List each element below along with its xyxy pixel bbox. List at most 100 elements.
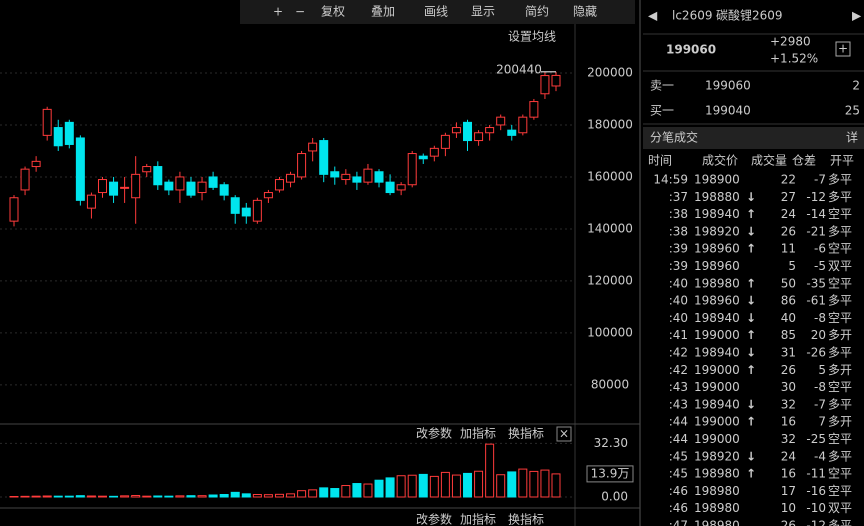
toolbar-item[interactable]: −	[295, 5, 305, 19]
trade-time: :38	[669, 224, 688, 238]
table-header: 成交价	[702, 153, 738, 168]
close-icon[interactable]: ×	[559, 427, 569, 441]
toolbar-item[interactable]: 显示	[471, 5, 495, 19]
trade-price: 198940	[694, 397, 740, 411]
trade-price: 198940	[694, 311, 740, 325]
last-price: 199060	[666, 43, 716, 57]
trades-title: 分笔成交	[650, 130, 698, 145]
trade-type: 空平	[828, 242, 852, 256]
trade-time: :40	[669, 276, 688, 290]
add-button[interactable]	[835, 41, 851, 57]
trade-volume: 32	[781, 397, 796, 411]
candle-body	[319, 140, 329, 175]
candle-body	[407, 153, 417, 186]
trade-type: 空平	[828, 207, 852, 221]
volume-bar	[286, 493, 296, 498]
add-icon[interactable]: +	[838, 42, 848, 56]
toolbar-item[interactable]: 复权	[321, 5, 345, 19]
toolbar-item[interactable]: 简约	[525, 4, 549, 19]
trade-volume: 26	[781, 224, 796, 238]
y-tick-label: 200000	[587, 65, 633, 79]
toolbar-item[interactable]: 叠加	[371, 5, 395, 19]
volume-bar	[451, 474, 461, 498]
trade-type: 空平	[828, 467, 852, 481]
trade-volume: 10	[781, 501, 796, 515]
volume-bar	[53, 495, 63, 498]
volume-bar	[219, 494, 229, 498]
volume-bar	[396, 475, 406, 498]
candle-body	[286, 173, 296, 183]
trade-oi: -8	[814, 380, 826, 394]
trade-volume: 24	[781, 449, 796, 463]
volume-bar	[529, 470, 539, 498]
candle-body	[53, 127, 63, 147]
trade-type: 多平	[828, 190, 852, 204]
ma-setting[interactable]: 设置均线	[508, 30, 556, 44]
panel-button[interactable]: 加指标	[460, 426, 496, 441]
candle-body	[540, 75, 550, 95]
panel-button[interactable]: 改参数	[416, 512, 452, 526]
trade-arrow: ↓	[746, 224, 756, 238]
volume-bar	[97, 495, 107, 498]
candle-body	[396, 184, 406, 191]
trade-type: 多开	[828, 363, 852, 377]
trade-oi: -10	[806, 501, 826, 515]
panel-button[interactable]: 改参数	[416, 426, 452, 441]
trades-detail[interactable]: 详	[846, 130, 858, 145]
prev-arrow[interactable]: ◀	[648, 9, 658, 23]
panel-button[interactable]: 换指标	[508, 426, 544, 441]
candle-body	[474, 132, 484, 142]
trade-oi: 20	[811, 328, 826, 342]
candle-body	[64, 121, 74, 145]
ask-price: 199060	[705, 79, 751, 93]
volume-bar	[241, 493, 251, 498]
trade-time: :42	[669, 363, 688, 377]
volume-bar	[31, 495, 41, 498]
trade-volume: 32	[781, 432, 796, 446]
trade-price: 198960	[694, 294, 740, 308]
candle-body	[219, 184, 229, 196]
volume-bar	[341, 485, 351, 498]
toolbar-item[interactable]: 隐藏	[573, 5, 597, 19]
ask-label: 卖一	[650, 79, 674, 93]
next-arrow[interactable]: ▶	[852, 9, 862, 23]
trade-price: 198880	[694, 190, 740, 204]
trade-arrow: ↑	[746, 467, 756, 481]
table-header: 开平	[830, 154, 854, 168]
volume-label-box	[586, 465, 634, 483]
trade-type: 多开	[828, 328, 852, 342]
trade-oi: 7	[818, 415, 826, 429]
panel-button[interactable]: 换指标	[508, 512, 544, 526]
trade-oi: -5	[814, 259, 826, 273]
trade-oi: -16	[806, 484, 826, 498]
trade-price: 198980	[694, 276, 740, 290]
trade-oi: -21	[806, 224, 826, 238]
volume-bar	[197, 495, 207, 498]
candle-body	[252, 199, 262, 222]
trade-type: 空平	[828, 276, 852, 290]
toolbar-item[interactable]: 画线	[424, 5, 448, 19]
contract-code: lc2609	[672, 9, 712, 23]
trade-type: 空平	[828, 484, 852, 498]
volume-bar	[374, 479, 384, 498]
table-header: 成交量	[751, 153, 787, 168]
toolbar-item[interactable]: +	[273, 5, 283, 19]
trade-arrow: ↓	[746, 397, 756, 411]
candle-body	[241, 207, 251, 217]
volume-bar	[263, 494, 273, 498]
trade-volume: 17	[781, 484, 796, 498]
trade-oi: -61	[806, 294, 826, 308]
trade-time: :39	[669, 259, 688, 273]
close-box[interactable]	[556, 426, 572, 442]
trade-volume: 16	[781, 415, 796, 429]
trade-arrow: ↓	[746, 449, 756, 463]
trade-volume: 22	[781, 173, 796, 187]
trade-oi: -35	[806, 276, 826, 290]
candle-body	[485, 127, 495, 134]
trade-type: 空平	[828, 311, 852, 325]
panel-button[interactable]: 加指标	[460, 512, 496, 526]
trade-arrow: ↑	[746, 276, 756, 290]
trade-arrow: ↑	[746, 207, 756, 221]
